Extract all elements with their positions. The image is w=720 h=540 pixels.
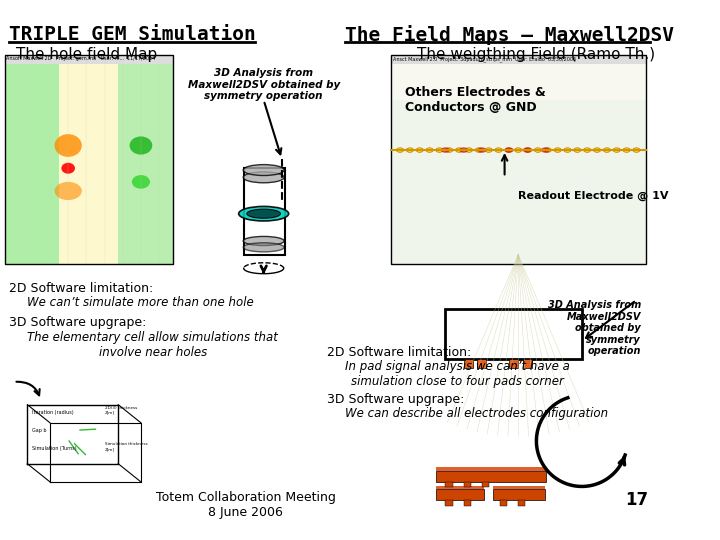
Bar: [492, 489, 546, 500]
Bar: [391, 100, 646, 264]
Ellipse shape: [247, 209, 281, 218]
Ellipse shape: [416, 148, 423, 152]
Text: Others Electrodes &
Conductors @ GND: Others Electrodes & Conductors @ GND: [405, 86, 545, 114]
Text: Iteration (radius): Iteration (radius): [32, 410, 73, 415]
Text: We can describe all electrodes configuration: We can describe all electrodes configura…: [346, 407, 608, 420]
Ellipse shape: [477, 147, 487, 153]
Ellipse shape: [633, 148, 640, 152]
Ellipse shape: [456, 148, 463, 152]
Ellipse shape: [564, 148, 571, 152]
Bar: [446, 309, 582, 359]
Bar: [464, 359, 473, 368]
Bar: [59, 55, 118, 264]
Ellipse shape: [61, 163, 75, 174]
Text: 2D Software limitation:: 2D Software limitation:: [9, 282, 153, 295]
Ellipse shape: [485, 148, 492, 152]
Ellipse shape: [243, 243, 284, 252]
Bar: [464, 500, 471, 505]
Ellipse shape: [613, 148, 621, 152]
Text: 3D Software upgrape:: 3D Software upgrape:: [9, 316, 146, 329]
Bar: [477, 359, 487, 368]
Bar: [436, 485, 484, 489]
Text: 3D Software upgrape:: 3D Software upgrape:: [328, 393, 464, 406]
Bar: [436, 467, 546, 471]
Ellipse shape: [459, 147, 468, 153]
Text: The Field Maps – Maxwell2DSV: The Field Maps – Maxwell2DSV: [346, 25, 675, 45]
Ellipse shape: [544, 148, 552, 152]
Ellipse shape: [397, 148, 404, 152]
Text: The weigthing Field (Ramo Th.): The weigthing Field (Ramo Th.): [418, 48, 655, 62]
Bar: [436, 489, 484, 500]
Ellipse shape: [603, 148, 611, 152]
Text: Ansct Maxwell 2.0  Project: 3dpadum_strips_mm  User: Eraldo  05/30/2006: Ansct Maxwell 2.0 Project: 3dpadum_strip…: [392, 56, 576, 62]
Text: We can’t simulate more than one hole: We can’t simulate more than one hole: [27, 296, 254, 309]
Bar: [523, 359, 532, 368]
Ellipse shape: [515, 148, 522, 152]
Ellipse shape: [623, 148, 630, 152]
Text: Readout Electrode @ 1V: Readout Electrode @ 1V: [518, 191, 669, 201]
Bar: [391, 55, 646, 64]
Bar: [518, 500, 526, 505]
Ellipse shape: [505, 147, 513, 153]
Ellipse shape: [446, 148, 453, 152]
Bar: [4, 55, 173, 64]
Text: TRIPLE GEM Simulation: TRIPLE GEM Simulation: [9, 25, 256, 44]
Bar: [492, 485, 546, 489]
Bar: [464, 482, 471, 488]
Bar: [500, 500, 508, 505]
Bar: [436, 471, 546, 482]
Text: Simulation thickness
2[m]: Simulation thickness 2[m]: [104, 442, 147, 451]
Ellipse shape: [541, 147, 550, 153]
Text: 2D(3) thickness
2[m]: 2D(3) thickness 2[m]: [104, 406, 137, 415]
Bar: [482, 482, 489, 488]
Ellipse shape: [130, 137, 153, 154]
Bar: [4, 55, 173, 264]
Ellipse shape: [554, 148, 562, 152]
Ellipse shape: [238, 206, 289, 221]
Bar: [446, 482, 453, 488]
Ellipse shape: [441, 147, 450, 153]
Text: 2D Software limitation:: 2D Software limitation:: [328, 346, 472, 359]
Bar: [391, 55, 646, 264]
Ellipse shape: [574, 148, 581, 152]
Ellipse shape: [243, 165, 284, 176]
Text: Totem Collaboration Meeting
8 June 2006: Totem Collaboration Meeting 8 June 2006: [156, 491, 336, 519]
Ellipse shape: [534, 148, 541, 152]
Ellipse shape: [436, 148, 443, 152]
Ellipse shape: [465, 148, 472, 152]
Ellipse shape: [406, 148, 413, 152]
Ellipse shape: [505, 148, 512, 152]
Ellipse shape: [55, 182, 82, 200]
Ellipse shape: [475, 148, 482, 152]
Text: 3D Analysis from
Maxwell2DSV obtained by
symmetry operation: 3D Analysis from Maxwell2DSV obtained by…: [187, 68, 340, 102]
Text: The hole field Map: The hole field Map: [16, 48, 157, 62]
Text: The elementary cell allow simulations that
involve near holes: The elementary cell allow simulations th…: [27, 331, 278, 359]
Text: In pad signal analysis we can’t have a
simulation close to four pads corner: In pad signal analysis we can’t have a s…: [346, 360, 570, 388]
Bar: [4, 55, 59, 264]
Ellipse shape: [583, 148, 591, 152]
Text: Gap b: Gap b: [32, 428, 46, 433]
Ellipse shape: [243, 237, 284, 246]
Ellipse shape: [524, 148, 531, 152]
Ellipse shape: [593, 148, 600, 152]
Bar: [509, 359, 518, 368]
Ellipse shape: [55, 134, 82, 157]
Ellipse shape: [523, 147, 532, 153]
Bar: [243, 168, 284, 254]
Text: 17: 17: [625, 491, 648, 509]
Text: Ansoft Maxwell 2D   Project: gem.ma   User: Al...  11/17/2014: Ansoft Maxwell 2D Project: gem.ma User: …: [6, 56, 156, 62]
Bar: [446, 500, 453, 505]
Bar: [391, 55, 646, 264]
Ellipse shape: [243, 172, 284, 183]
Bar: [4, 55, 173, 264]
Ellipse shape: [495, 148, 502, 152]
Text: Simulation (Turns): Simulation (Turns): [32, 446, 76, 451]
Bar: [118, 55, 173, 264]
Ellipse shape: [426, 148, 433, 152]
Text: 3D Analysis from
Maxwell2DSV
obtained by
symmetry
operation: 3D Analysis from Maxwell2DSV obtained by…: [548, 300, 641, 356]
Ellipse shape: [132, 175, 150, 188]
